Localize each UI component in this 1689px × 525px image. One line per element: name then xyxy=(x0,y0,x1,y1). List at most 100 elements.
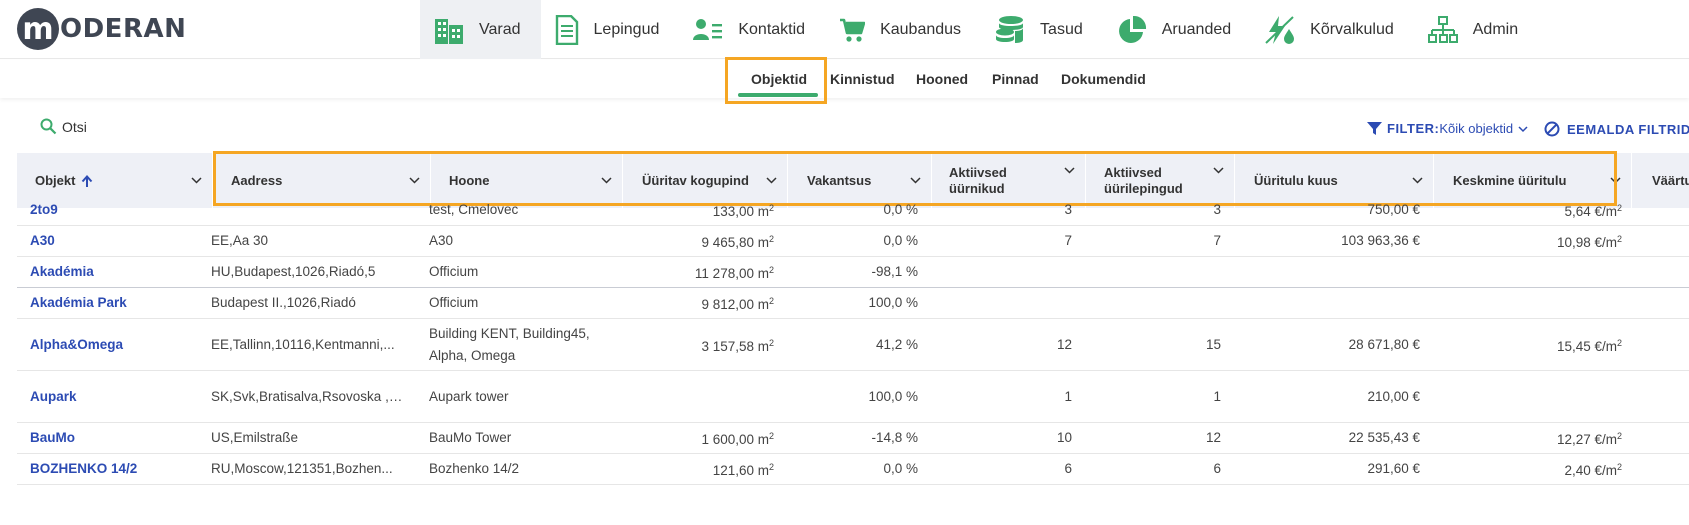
cell-uuritulu-kuus: 28 671,80 € xyxy=(1235,319,1420,370)
nav-item-kaubandus[interactable]: Kaubandus xyxy=(825,0,981,59)
cell-uuritulu-kuus xyxy=(1235,257,1420,287)
nav-label: Kõrvalkulud xyxy=(1310,20,1394,38)
column-header-uuritulu-kuus[interactable]: Üüritulu kuus xyxy=(1235,153,1434,208)
cell-uuritulu-kuus: 22 535,43 € xyxy=(1235,423,1420,453)
cell-aktiivsed-uurilepingud-text: 3 xyxy=(1213,202,1221,217)
chevron-down-icon[interactable] xyxy=(766,175,777,186)
cell-aktiivsed-uurilepingud: 15 xyxy=(1086,319,1221,370)
nav-item-admin[interactable]: Admin xyxy=(1414,0,1538,59)
cell-objekt-text: Akadémia xyxy=(30,264,94,279)
column-header-vaartus[interactable]: Väärtus xyxy=(1632,153,1689,208)
cell-keskmine-uuritulu: 12,27 €/m2 xyxy=(1434,423,1622,453)
cell-objekt[interactable]: A30 xyxy=(30,226,210,256)
funnel-icon xyxy=(1367,122,1382,135)
search-button[interactable]: Otsi xyxy=(40,118,87,135)
column-header-aktiivsed-uurilepingud[interactable]: Aktiivsed üürilepingud xyxy=(1086,153,1235,208)
chevron-down-icon[interactable] xyxy=(1213,165,1224,176)
cell-hoone-text: Bozhenko 14/2 xyxy=(429,461,520,476)
cell-objekt[interactable]: BOZHENKO 14/2 xyxy=(30,454,210,484)
nav-item-varad[interactable]: Varad xyxy=(420,0,541,59)
nav-item-aruanded[interactable]: Aruanded xyxy=(1103,0,1251,59)
table-row[interactable]: BauMo US,Emilstraße BauMo Tower 1 600,00 m2… xyxy=(17,423,1689,454)
cell-aadress-text: RU,Moscow,121351,Bozhen... xyxy=(211,461,393,476)
cell-vakantsus: 100,0 % xyxy=(782,371,918,422)
cell-uuritav-kogupind-text: 9 812,00 m2 xyxy=(701,296,774,312)
nav-item-korvalkulud[interactable]: Kõrvalkulud xyxy=(1251,0,1414,59)
table-row[interactable]: BOZHENKO 14/2 RU,Moscow,121351,Bozhen... B… xyxy=(17,454,1689,485)
chevron-down-icon[interactable] xyxy=(191,175,202,186)
cell-uuritulu-kuus: 103 963,36 € xyxy=(1235,226,1420,256)
cell-aktiivsed-uurnikud-text: 7 xyxy=(1064,233,1072,248)
tab-hooned[interactable]: Hooned xyxy=(916,71,969,87)
table-row[interactable]: Akadémia HU,Budapest,1026,Riadó,5 Officium… xyxy=(17,257,1689,288)
cell-hoone-text: Aupark tower xyxy=(429,388,509,404)
tab-dokumendid[interactable]: Dokumendid xyxy=(1061,71,1146,87)
cell-uuritulu-kuus: 291,60 € xyxy=(1235,454,1420,484)
cell-uuritulu-kuus: 750,00 € xyxy=(1235,195,1420,225)
nav-item-tasud[interactable]: Tasud xyxy=(981,0,1103,59)
unit-superscript: 2 xyxy=(1616,203,1622,213)
cell-keskmine-uuritulu xyxy=(1434,257,1622,287)
cell-hoone-text: test, Cmelovec xyxy=(429,202,519,217)
cell-aktiivsed-uurilepingud-text: 1 xyxy=(1213,388,1221,404)
cell-vakantsus-text: -14,8 % xyxy=(871,430,918,445)
column-label: Aktiivsed üürnikud xyxy=(949,164,1007,196)
cell-aktiivsed-uurnikud: 6 xyxy=(932,454,1072,484)
active-tab-underline xyxy=(738,93,818,97)
top-navigation-bar: m ODERAN Varad Lepingud xyxy=(0,0,1689,59)
nav-item-kontaktid[interactable]: Kontaktid xyxy=(679,0,825,59)
logo-mark: m xyxy=(17,8,59,50)
cell-objekt-text: 2to9 xyxy=(30,202,58,217)
column-header-aktiivsed-uurnikud[interactable]: Aktiivsed üürnikud xyxy=(932,153,1086,208)
column-header-objekt[interactable]: Objekt xyxy=(17,153,213,208)
column-header-vakantsus[interactable]: Vakantsus xyxy=(788,153,932,208)
coins-icon xyxy=(996,15,1024,43)
cell-hoone-text: BauMo Tower xyxy=(429,430,512,445)
table-row[interactable]: Akadémia Park Budapest II.,1026,Riadó Offi… xyxy=(17,288,1689,319)
cell-vakantsus: 0,0 % xyxy=(782,195,918,225)
chevron-down-icon[interactable] xyxy=(409,175,420,186)
chevron-down-icon[interactable] xyxy=(1064,165,1075,176)
nav-label: Admin xyxy=(1472,20,1519,38)
cell-hoone: Officium xyxy=(429,288,609,318)
unit-superscript: 2 xyxy=(1616,431,1622,441)
table-header: Objekt Aadress Hoone Üüritav kogupind Va… xyxy=(17,153,1689,208)
cell-aktiivsed-uurnikud-text: 12 xyxy=(1056,336,1072,352)
cell-objekt[interactable]: Akadémia Park xyxy=(30,288,210,318)
chevron-down-icon[interactable] xyxy=(910,175,921,186)
table-row[interactable]: 2to9 test, Cmelovec 133,00 m2 0,0 % 3 3 750,00… xyxy=(17,195,1689,226)
cell-vakantsus-text: 41,2 % xyxy=(875,336,918,352)
cell-objekt[interactable]: 2to9 xyxy=(30,195,210,225)
highlight-box-active-tab xyxy=(725,57,827,104)
chevron-down-icon[interactable] xyxy=(601,175,612,186)
unit-superscript: 2 xyxy=(768,337,774,348)
tab-pinnad[interactable]: Pinnad xyxy=(992,71,1039,87)
column-header-hoone[interactable]: Hoone xyxy=(431,153,623,208)
chevron-down-icon[interactable] xyxy=(1610,175,1621,186)
unit-superscript: 2 xyxy=(768,296,774,306)
filter-dropdown[interactable]: FILTER: Kõik objektid xyxy=(1367,121,1528,136)
column-label: Üüritav kogupind xyxy=(642,172,749,188)
moderan-logo[interactable]: m ODERAN xyxy=(17,6,186,52)
cell-uuritav-kogupind: 9 465,80 m2 xyxy=(617,226,774,256)
tab-kinnistud[interactable]: Kinnistud xyxy=(830,71,895,87)
cell-keskmine-uuritulu: 10,98 €/m2 xyxy=(1434,226,1622,256)
cell-aktiivsed-uurnikud-text: 6 xyxy=(1064,461,1072,476)
column-header-uuritav-kogupind[interactable]: Üüritav kogupind xyxy=(623,153,788,208)
cell-objekt[interactable]: Alpha&Omega xyxy=(30,319,210,370)
column-header-aadress[interactable]: Aadress xyxy=(213,153,431,208)
cell-objekt[interactable]: Aupark xyxy=(30,371,210,422)
nav-item-lepingud[interactable]: Lepingud xyxy=(541,0,680,59)
table-row[interactable]: Alpha&Omega EE,Tallinn,10116,Kentmanni,..… xyxy=(17,319,1689,371)
chevron-down-icon[interactable] xyxy=(1412,175,1423,186)
cell-objekt[interactable]: Akadémia xyxy=(30,257,210,287)
cell-vakantsus-text: 100,0 % xyxy=(868,295,918,310)
cell-objekt[interactable]: BauMo xyxy=(30,423,210,453)
table-row[interactable]: Aupark SK,Svk,Bratisalva,Rsovoska ,23 Aupa… xyxy=(17,371,1689,423)
remove-filters-button[interactable]: EEMALDA FILTRID xyxy=(1544,121,1689,137)
cell-aadress-text: EE,Tallinn,10116,Kentmanni,... xyxy=(211,336,395,352)
unit-superscript: 2 xyxy=(768,234,774,244)
tab-objektid[interactable]: Objektid xyxy=(751,71,808,87)
table-row[interactable]: A30 EE,Aa 30 A30 9 465,80 m2 0,0 % 7 7 103 963,… xyxy=(17,226,1689,257)
cell-aadress: EE,Tallinn,10116,Kentmanni,... xyxy=(211,319,403,370)
